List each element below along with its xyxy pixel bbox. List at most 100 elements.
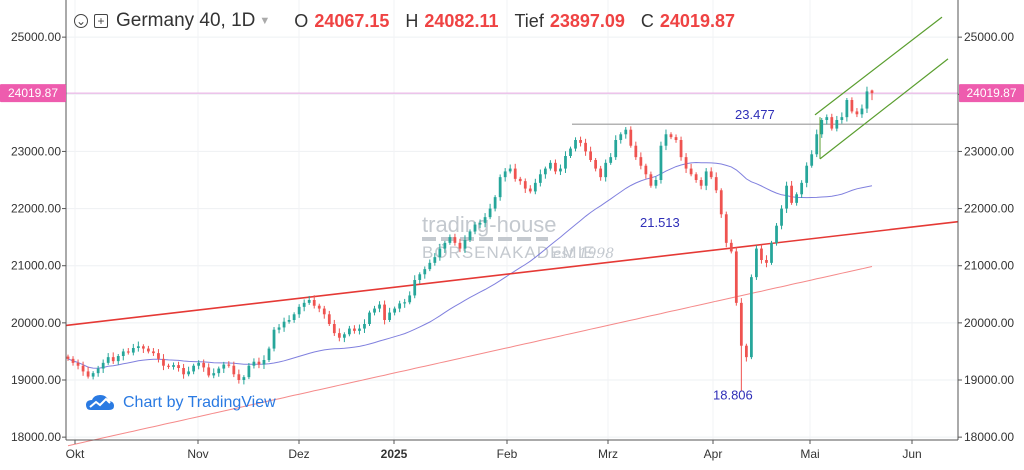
candle-body [136,346,140,348]
candle-body [820,120,824,135]
candle-body [855,111,859,115]
candle-body [71,358,75,363]
y-tick-label-left: 20000.00 [11,316,61,330]
candle-body [378,304,381,309]
candle-body [508,168,512,172]
tradingview-credit[interactable]: Chart by TradingView [85,394,276,412]
candle-body [317,305,321,309]
candle-body [825,117,829,120]
candle-body [428,262,432,270]
candle-body [443,242,447,249]
candle-body [373,308,376,313]
candle-body [187,371,190,375]
candle-body [252,361,256,366]
candle-body [363,324,366,329]
candle-body [579,140,582,143]
candle-body [353,328,356,331]
caret-down-icon[interactable]: ▼ [259,15,271,27]
candle-body [559,168,562,172]
candle-body [870,90,874,94]
candle-body [312,300,316,306]
candle-body [850,100,854,112]
plus-square-icon[interactable]: + [94,14,108,28]
candle-body [86,371,90,377]
candle-body [172,365,175,367]
candle-body [393,308,397,313]
candle-body [96,368,100,374]
candle-body [654,180,658,186]
candle-body [131,348,135,353]
candle-body [629,129,633,146]
y-tick-label-left: 23000.00 [11,144,61,158]
candle-body [438,248,442,258]
y-tick-label-right: 19000.00 [964,373,1014,387]
candle-body [589,151,592,160]
low-value: 23897.09 [549,10,625,31]
candle-body [463,240,467,249]
candle-body [453,237,457,243]
candle-body [483,217,487,223]
axes: 18000.00 18000.00 19000.00 19000.00 20000.00… [11,0,1014,461]
annotations: 24019.87 24019.87 23.477 21.513 18.806 [0,84,1024,402]
candle-body [674,137,678,140]
candle-body [242,377,246,380]
last-price-badge-left [0,84,66,103]
y-tick-label-left: 22000.00 [11,202,61,216]
x-tick-label: Jun [902,447,921,461]
candle-body [624,129,628,135]
candle-body [126,351,130,353]
symbol-title[interactable]: Germany 40, 1D [116,10,256,31]
candle-body [554,162,557,172]
candle-body [81,365,85,372]
candle-body [644,165,648,175]
price-annotation: 23.477 [735,107,775,122]
candle-body [302,302,306,307]
candle-body [212,373,216,376]
candle-body [830,117,834,129]
candle-body [614,140,618,158]
candle-body [182,368,185,375]
candle-body [750,277,753,358]
grid-lines [66,0,958,440]
candle-body [342,334,346,338]
candle-body [634,145,638,158]
x-tick-label: Feb [497,447,518,461]
candle-body [699,180,703,186]
y-tick-label-right: 21000.00 [964,259,1014,273]
last-price-badge-right [959,84,1024,103]
candle-body [287,320,291,322]
candle-body [207,367,211,376]
candle-body [448,237,452,243]
candle-body [297,306,301,315]
candle-body [388,312,391,320]
candle-body [513,168,517,179]
candle-body [91,373,95,377]
y-tick-label-left: 21000.00 [11,259,61,273]
candle-body [262,360,266,365]
price-annotation: 18.806 [713,387,753,402]
candle-body [202,362,206,368]
candle-body [217,368,221,374]
watermark: trading-house BÖRSENAKADEMIE est 1998 [422,212,614,262]
candle-body [292,314,296,320]
chevron-down-circle-icon[interactable]: ⌄ [74,14,88,28]
x-tick-label: Nov [187,447,208,461]
candle-body [679,140,683,158]
candle-body [543,168,547,175]
candle-body [659,145,663,180]
candle-body [669,134,673,138]
candle-body [729,242,733,252]
candle-body [664,134,668,146]
y-tick-label-left: 25000.00 [11,30,61,44]
candle-body [724,214,728,243]
candle-body [167,365,170,367]
candle-body [569,148,572,156]
candle-body [101,362,105,369]
y-tick-label-right: 25000.00 [964,30,1014,44]
candle-body [684,157,688,169]
x-tick-label: Mrz [598,447,618,461]
candle-body [694,174,698,180]
candle-body [538,174,542,183]
y-tick-label-right: 20000.00 [964,316,1014,330]
candle-body [795,194,799,203]
